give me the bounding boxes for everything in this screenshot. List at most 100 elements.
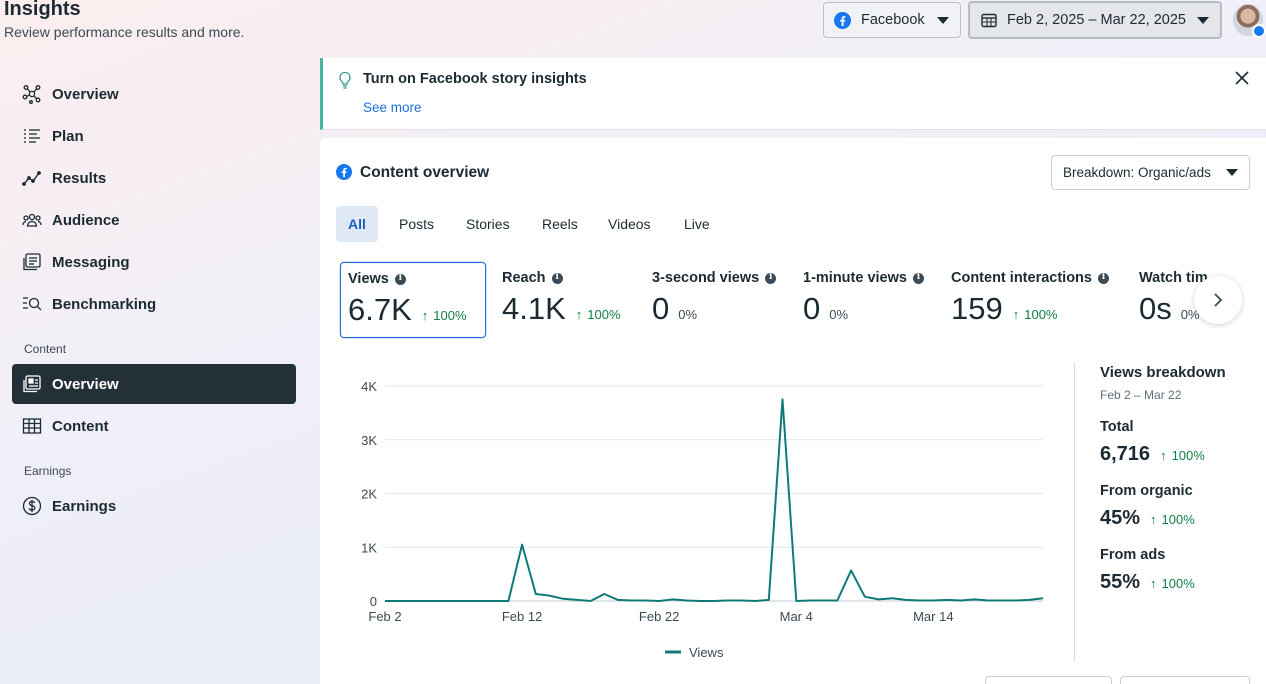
metric-value: 0	[803, 291, 821, 326]
metric-label: 3-second views	[652, 270, 760, 286]
metric-label: Watch tim	[1139, 270, 1208, 286]
y-tick-label: 4K	[361, 379, 377, 394]
bottom-button[interactable]	[985, 676, 1112, 684]
sidebar-item-messaging[interactable]: Messaging	[12, 242, 296, 282]
sidebar-item-label: Plan	[52, 127, 84, 145]
info-icon[interactable]	[394, 273, 406, 285]
date-range-selector[interactable]: Feb 2, 2025 – Mar 22, 2025	[968, 1, 1222, 39]
organic-change: 100%	[1161, 512, 1195, 527]
facebook-icon	[834, 11, 851, 29]
page-subtitle: Review performance results and more.	[4, 24, 245, 40]
info-icon[interactable]	[912, 272, 924, 284]
sidebar-item-label: Content	[52, 417, 109, 435]
dollar-circle-icon	[22, 496, 42, 516]
x-tick-label: Mar 4	[780, 609, 813, 624]
sidebar-item-audience[interactable]: Audience	[12, 200, 296, 240]
series-line-views	[385, 398, 1044, 602]
breakdown-selector[interactable]: Breakdown: Organic/ads	[1051, 155, 1250, 190]
sidebar-item-label: Messaging	[52, 253, 130, 271]
x-tick-label: Mar 14	[913, 609, 953, 624]
metric-label: Content interactions	[951, 270, 1092, 286]
metric-change: 0%	[1180, 307, 1200, 322]
organic-stat: 45% ↑ 100%	[1100, 507, 1195, 530]
sidebar-item-label: Benchmarking	[52, 295, 157, 313]
sidebar-item-label: Earnings	[52, 497, 117, 515]
x-tick-label: Feb 12	[502, 609, 542, 624]
info-icon[interactable]	[1097, 272, 1109, 284]
arrow-up-icon: ↑	[1150, 576, 1157, 591]
divider	[1074, 362, 1075, 662]
arrow-up-icon: ↑	[575, 307, 583, 322]
arrow-up-icon: ↑	[1012, 307, 1020, 322]
messaging-icon	[22, 252, 42, 272]
metric-views[interactable]: Views 6.7K ↑ 100%	[340, 262, 486, 338]
total-change: 100%	[1171, 448, 1205, 463]
legend-label: Views	[689, 645, 724, 660]
x-tick-label: Feb 22	[639, 609, 679, 624]
chevron-down-icon	[1225, 169, 1238, 176]
metric-content-interactions[interactable]: Content interactions 159 ↑ 100%	[944, 262, 1122, 338]
sidebar-section-earnings: Earnings	[24, 464, 72, 478]
views-line-chart: 0 1K 2K 3K 4K Feb 2 Feb 12 Feb 22 Mar 4 Mar 14 Vie…	[361, 379, 1044, 660]
y-tick-label: 3K	[361, 433, 377, 448]
banner-title: Turn on Facebook story insights	[363, 71, 587, 87]
metric-value: 159	[951, 291, 1003, 326]
content-overview-icon	[22, 374, 42, 394]
tab-stories[interactable]: Stories	[466, 216, 510, 232]
next-metrics-button[interactable]	[1194, 276, 1242, 324]
see-more-link[interactable]: See more	[363, 100, 422, 115]
calendar-icon	[981, 13, 997, 28]
metric-1-minute-views[interactable]: 1-minute views 0 0%	[796, 262, 938, 338]
sidebar-section-content: Content	[24, 342, 67, 356]
total-stat: 6,716 ↑ 100%	[1100, 443, 1205, 466]
total-value: 6,716	[1100, 443, 1151, 465]
ads-stat: 55% ↑ 100%	[1100, 571, 1195, 594]
tab-live[interactable]: Live	[684, 216, 710, 232]
metric-3-second-views[interactable]: 3-second views 0 0%	[645, 262, 787, 338]
tab-videos[interactable]: Videos	[608, 216, 651, 232]
info-icon[interactable]	[551, 272, 563, 284]
sidebar-item-earnings[interactable]: Earnings	[12, 486, 296, 526]
tab-reels[interactable]: Reels	[542, 216, 578, 232]
metric-label: Reach	[502, 270, 546, 286]
arrow-up-icon: ↑	[1160, 448, 1167, 463]
sidebar-item-benchmarking[interactable]: Benchmarking	[12, 284, 296, 324]
close-icon[interactable]	[1234, 70, 1250, 86]
network-icon	[22, 84, 42, 104]
organic-label: From organic	[1100, 483, 1193, 499]
ads-label: From ads	[1100, 547, 1166, 563]
arrow-up-icon: ↑	[1150, 512, 1157, 527]
metric-reach[interactable]: Reach 4.1K ↑ 100%	[495, 262, 635, 338]
facebook-icon	[336, 164, 352, 180]
sidebar-item-content-overview[interactable]: Overview	[12, 364, 296, 404]
sidebar-item-label: Audience	[52, 211, 120, 229]
metric-value: 0	[652, 291, 670, 326]
people-icon	[22, 210, 42, 230]
sidebar-item-results[interactable]: Results	[12, 158, 296, 198]
page-title: Insights	[4, 0, 81, 20]
organic-value: 45%	[1100, 507, 1141, 529]
date-range-label: Feb 2, 2025 – Mar 22, 2025	[1007, 12, 1186, 28]
ads-value: 55%	[1100, 571, 1141, 593]
sidebar-item-label: Overview	[52, 375, 119, 393]
chevron-right-icon	[1214, 293, 1223, 307]
content-overview-card: Content overview Breakdown: Organic/ads …	[320, 138, 1266, 684]
facebook-badge-icon	[1252, 24, 1266, 38]
platform-selector[interactable]: Facebook	[823, 2, 961, 38]
sidebar-item-content[interactable]: Content	[12, 406, 296, 446]
metric-watch-time[interactable]: Watch tim 0s 0%	[1132, 262, 1227, 338]
tab-all[interactable]: All	[336, 206, 378, 242]
sidebar-item-plan[interactable]: Plan	[12, 116, 296, 156]
info-icon[interactable]	[765, 272, 777, 284]
metric-label: 1-minute views	[803, 270, 907, 286]
views-breakdown-range: Feb 2 – Mar 22	[1100, 388, 1182, 402]
chevron-down-icon	[936, 16, 949, 24]
tab-posts[interactable]: Posts	[399, 216, 435, 232]
bottom-button[interactable]	[1120, 676, 1250, 684]
sidebar-item-overview[interactable]: Overview	[12, 74, 296, 114]
trend-line-icon	[22, 168, 42, 188]
y-tick-label: 0	[370, 594, 377, 609]
metric-value: 4.1K	[502, 291, 566, 326]
sidebar-item-label: Overview	[52, 85, 119, 103]
benchmark-icon	[22, 294, 42, 314]
